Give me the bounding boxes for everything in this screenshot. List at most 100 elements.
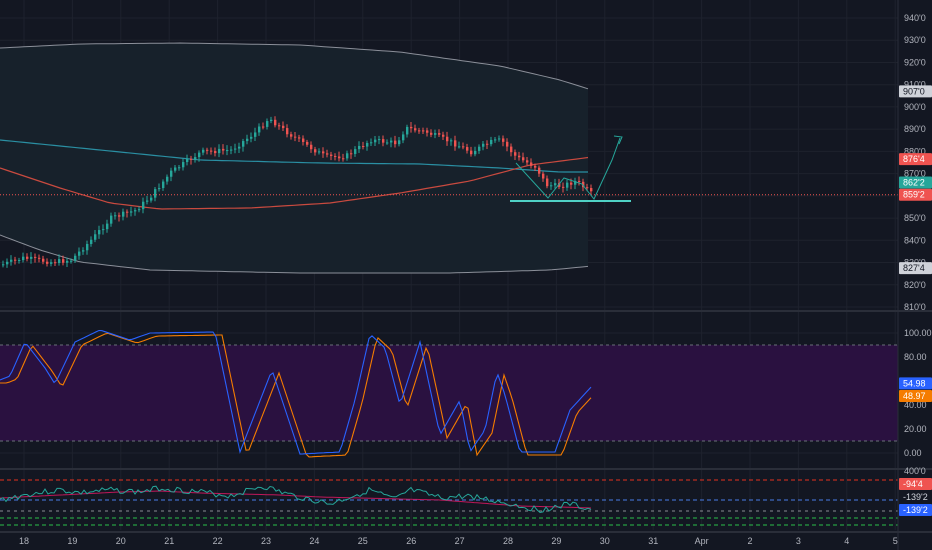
candle-body xyxy=(374,139,377,143)
candle-body xyxy=(266,121,269,127)
candle-body xyxy=(458,146,461,148)
time-tick-label: 18 xyxy=(19,536,29,546)
candle-body xyxy=(446,136,449,142)
candle-body xyxy=(66,260,69,263)
candle-body xyxy=(314,149,317,153)
stochastic-value-tag-box xyxy=(899,377,932,390)
candle-body xyxy=(498,138,501,140)
candle-body xyxy=(590,188,593,192)
price-tick-label: 880'0 xyxy=(904,146,926,156)
candle-body xyxy=(250,136,253,139)
candle-body xyxy=(26,256,29,259)
candle-body xyxy=(482,143,485,147)
candle-body xyxy=(86,243,89,251)
candle-body xyxy=(226,150,229,152)
candle-body xyxy=(290,134,293,137)
candle-body xyxy=(430,132,433,135)
candle-body xyxy=(350,153,353,155)
candle-body xyxy=(522,157,525,161)
time-tick-label: 24 xyxy=(309,536,319,546)
time-tick-label: Apr xyxy=(695,536,709,546)
time-tick-label: 28 xyxy=(503,536,513,546)
time-tick-label: 22 xyxy=(213,536,223,546)
candle-body xyxy=(510,146,513,153)
time-tick-label: 19 xyxy=(67,536,77,546)
candle-body xyxy=(322,151,325,154)
candle-body xyxy=(450,140,453,142)
candle-body xyxy=(78,251,81,256)
candle-body xyxy=(194,157,197,160)
candle-body xyxy=(338,156,341,159)
candle-body xyxy=(162,181,165,189)
price-tag-box xyxy=(899,85,932,98)
candle-body xyxy=(146,200,149,202)
candle-body xyxy=(126,211,129,213)
candle-body xyxy=(406,126,409,135)
candle-body xyxy=(270,119,273,122)
price-tag: 876'4 xyxy=(903,154,925,164)
bollinger-fill xyxy=(0,43,588,273)
candle-body xyxy=(38,257,41,259)
candle-body xyxy=(542,173,545,179)
candle-body xyxy=(418,130,421,132)
cci-pane[interactable] xyxy=(0,479,898,526)
candle-body xyxy=(310,144,313,150)
candle-body xyxy=(410,126,413,129)
candle-body xyxy=(206,149,209,151)
stochastic-tick-label: 40.00 xyxy=(904,400,927,410)
candle-body xyxy=(14,259,17,261)
candle-body xyxy=(506,141,509,147)
stochastic-tick-label: 100.00 xyxy=(904,328,932,338)
candle-body xyxy=(426,130,429,133)
moving-average-teal xyxy=(0,139,588,173)
candle-body xyxy=(130,211,133,213)
candle-body xyxy=(470,150,473,155)
candle-body xyxy=(494,139,497,141)
candle-body xyxy=(526,160,529,163)
candle-body xyxy=(190,158,193,160)
candle-body xyxy=(546,178,549,187)
price-tick-label: 810'0 xyxy=(904,302,926,312)
candle-body xyxy=(562,186,565,188)
candle-body xyxy=(502,138,505,142)
candle-body xyxy=(98,230,101,235)
bollinger-upper-band xyxy=(0,42,589,90)
time-tick-label: 25 xyxy=(358,536,368,546)
candle-body xyxy=(382,139,385,143)
candle-body xyxy=(342,158,345,160)
stochastic-pane[interactable] xyxy=(0,329,898,458)
candle-body xyxy=(174,167,177,171)
candle-body xyxy=(386,142,389,144)
candle-body xyxy=(154,189,157,198)
time-tick-label: 31 xyxy=(648,536,658,546)
price-tick-label: 890'0 xyxy=(904,124,926,134)
price-tag: 827'4 xyxy=(903,263,925,273)
candle-body xyxy=(214,151,217,154)
candle-body xyxy=(18,260,21,262)
candle-body xyxy=(278,125,281,127)
stochastic-value-tag: 48.97 xyxy=(903,391,926,401)
candle-body xyxy=(438,133,441,135)
candle-body xyxy=(558,183,561,187)
candle-body xyxy=(318,151,321,153)
candle-body xyxy=(58,259,61,263)
price-pane[interactable] xyxy=(0,42,898,274)
candle-body xyxy=(218,148,221,154)
price-axis[interactable]: 940'0 930'0 920'0 910'0 900'0 890'0 880'0 870'0… xyxy=(899,13,932,516)
time-tick-label: 5 xyxy=(893,536,898,546)
candle-body xyxy=(390,140,393,143)
cci-value-tag: -94'4 xyxy=(903,479,923,489)
candle-body xyxy=(170,170,173,177)
candle-body xyxy=(346,153,349,159)
candle-body xyxy=(42,258,45,262)
stochastic-tick-label: 20.00 xyxy=(904,424,927,434)
candle-body xyxy=(286,128,289,135)
time-tick-label: 4 xyxy=(844,536,849,546)
candle-body xyxy=(574,180,577,185)
time-axis[interactable]: 1819202122232425262728293031Apr234567891… xyxy=(19,536,932,546)
candle-body xyxy=(578,180,581,182)
price-tick-label: 940'0 xyxy=(904,13,926,23)
candle-body xyxy=(134,210,137,212)
candle-body xyxy=(46,261,49,264)
